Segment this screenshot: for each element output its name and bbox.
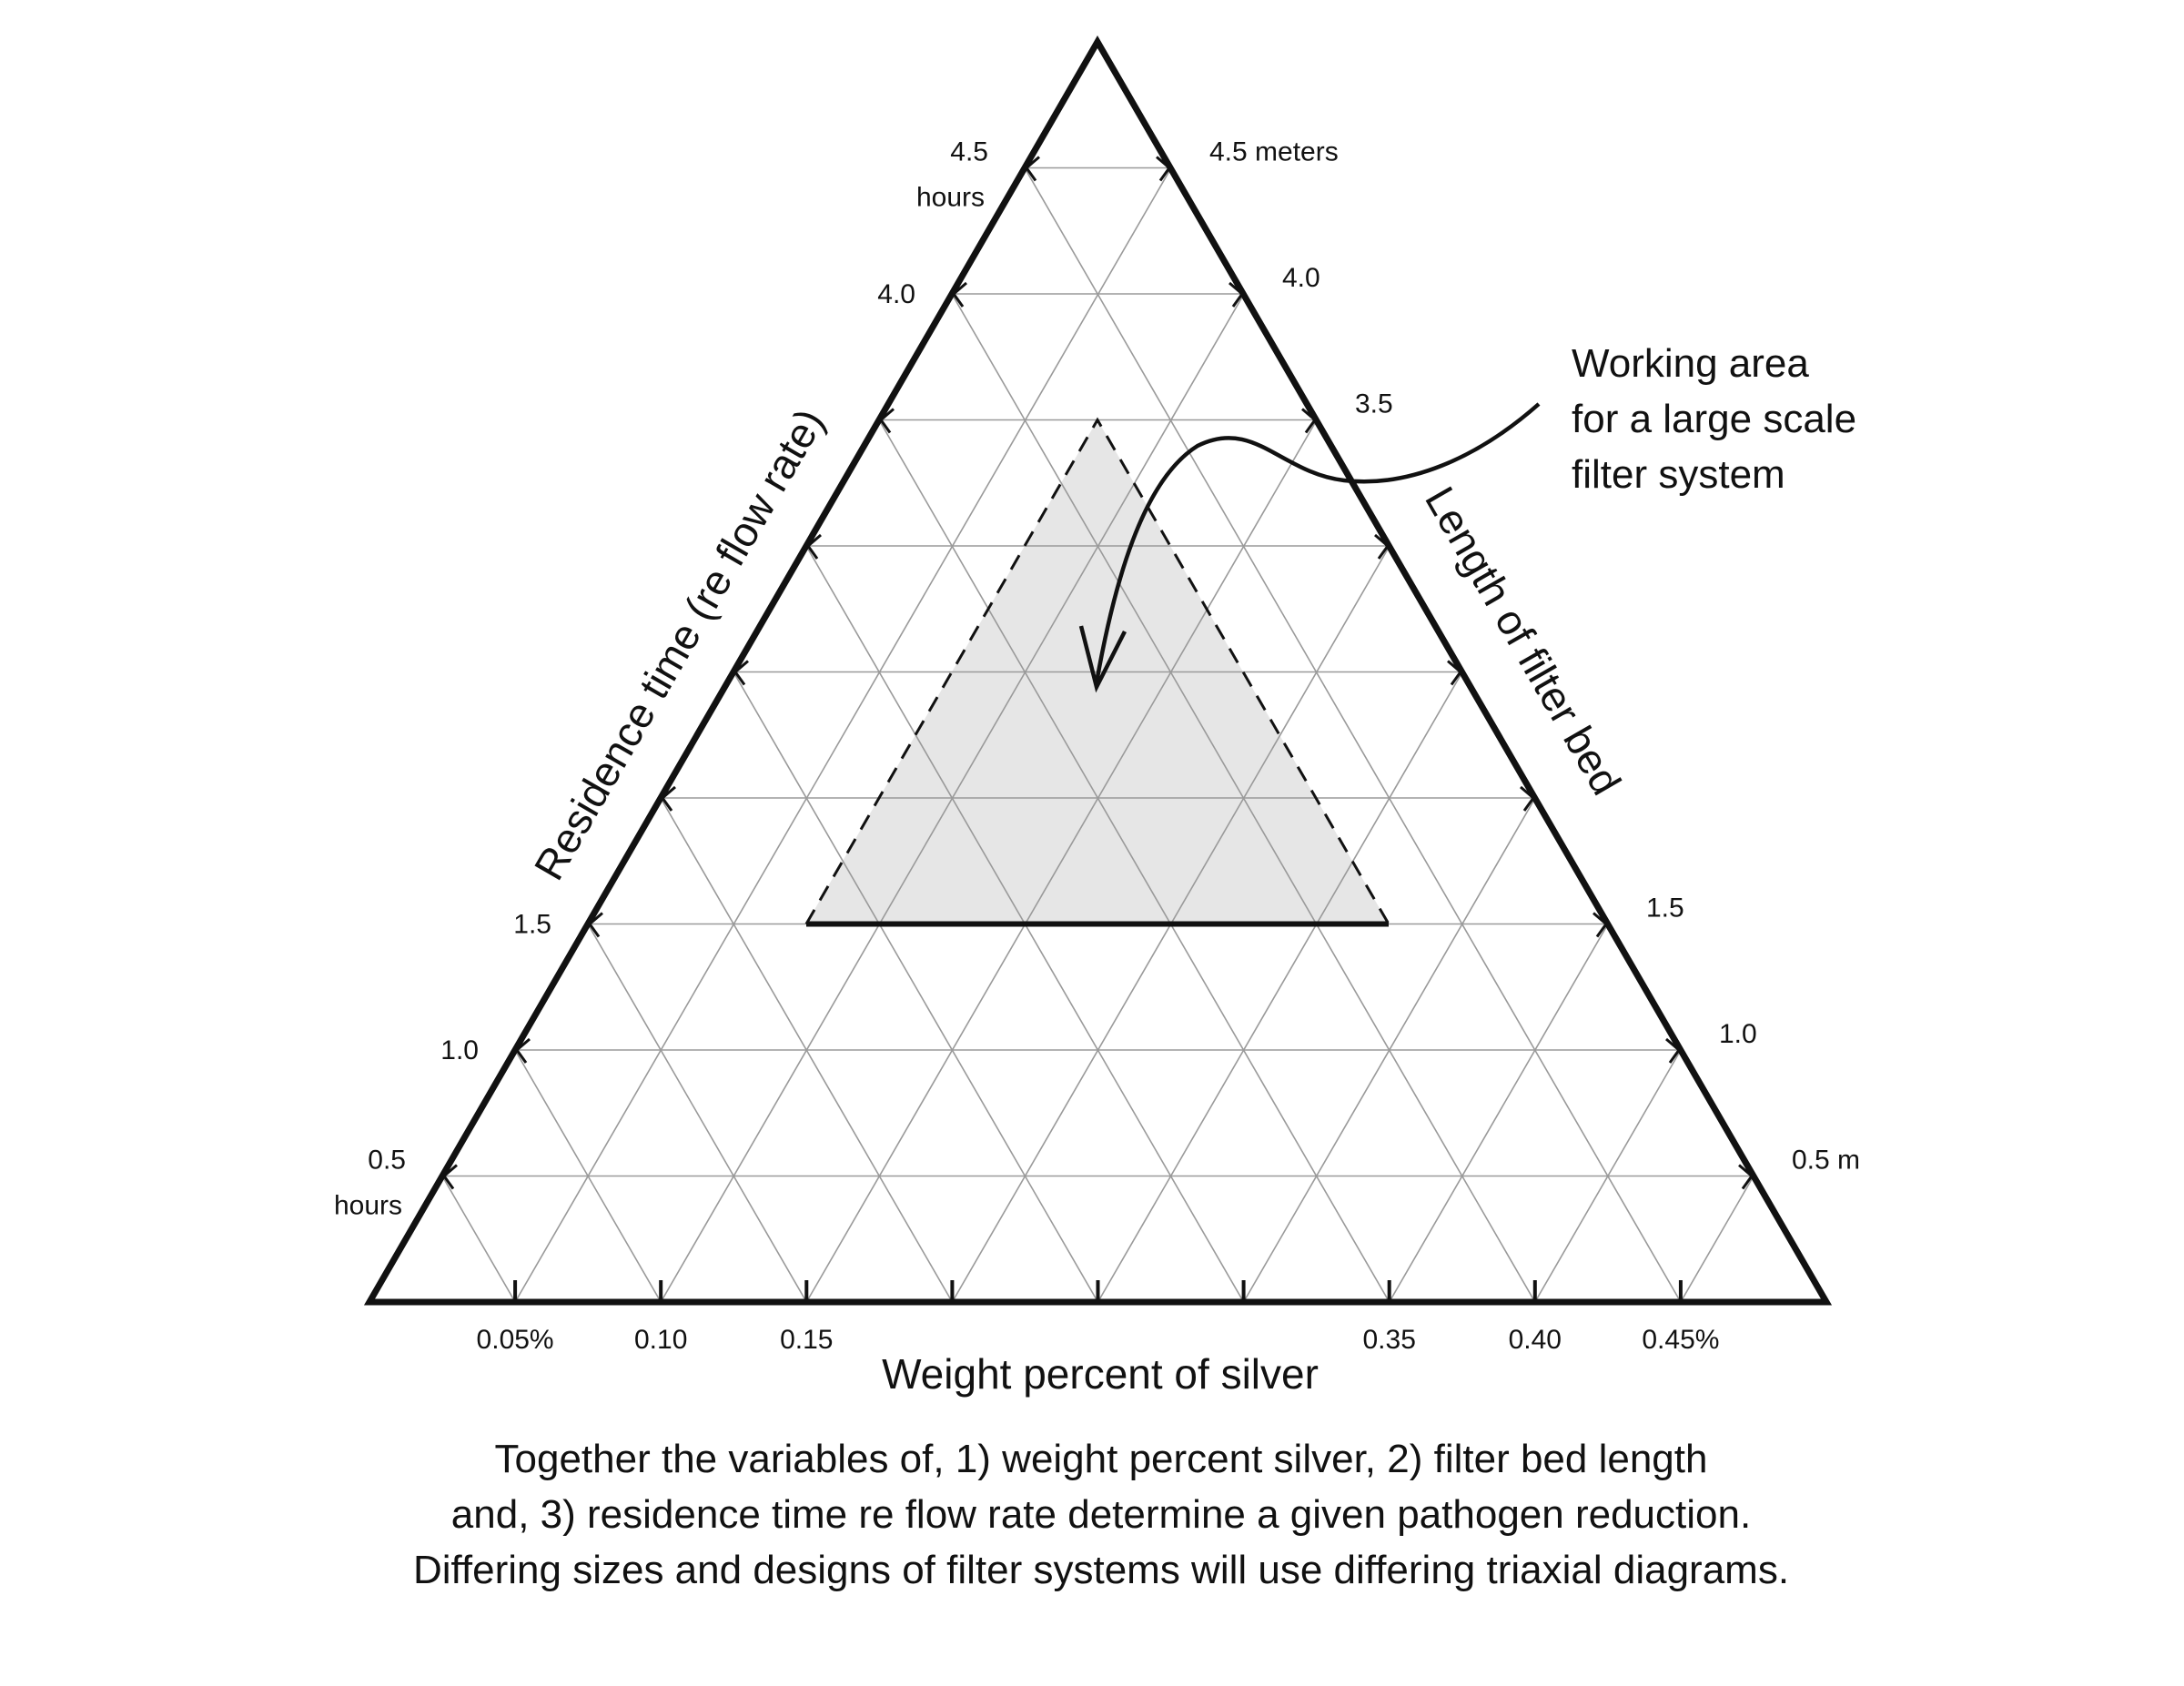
- caption-line-1: Together the variables of, 1) weight per…: [495, 1437, 1708, 1481]
- bottom-tick-label: 0.15: [780, 1325, 833, 1355]
- right-tick-label: 4.5 meters: [1209, 137, 1339, 167]
- grid-line-falling: [587, 924, 807, 1303]
- triangle-outline: [363, 35, 1833, 1306]
- grid-line-rising: [1097, 671, 1463, 1303]
- left-tick-unit: hours: [916, 183, 985, 213]
- triangle-frame: [363, 35, 1833, 1306]
- grid-line-rising: [1680, 1176, 1754, 1303]
- bottom-tick-label: 0.40: [1509, 1325, 1562, 1355]
- left-tick-label: 1.5: [513, 910, 551, 940]
- right-tick-label: 3.5: [1355, 389, 1393, 419]
- left-tick-label: 4.5: [950, 137, 988, 167]
- grid-line-rising: [1389, 924, 1609, 1303]
- working-area-dashed-edges: [804, 417, 1390, 925]
- right-tick-label: 1.5: [1646, 893, 1684, 924]
- grid-line-falling: [951, 293, 1536, 1303]
- bottom-tick-label: 0.10: [634, 1325, 687, 1355]
- right-tick-label: 4.0: [1282, 263, 1320, 293]
- caption-line-2: and, 3) residence time re flow rate dete…: [451, 1492, 1751, 1537]
- left-tick-label: 1.0: [440, 1035, 479, 1065]
- callout-line-2: for a large scale: [1572, 397, 1856, 441]
- callout-line-1: Working area: [1572, 341, 1809, 386]
- right-tick-label: 1.0: [1719, 1019, 1757, 1049]
- left-tick-unit: hours: [334, 1191, 402, 1221]
- left-tick-label: 0.5: [368, 1146, 406, 1176]
- bottom-tick-label: 0.45%: [1642, 1325, 1719, 1355]
- grid-line-falling: [1024, 167, 1682, 1303]
- grid-line-falling: [514, 1049, 662, 1303]
- right-tick-label: 0.5 m: [1792, 1146, 1860, 1176]
- grid-line-falling: [660, 797, 954, 1303]
- callout-arrowhead-icon: [1078, 625, 1127, 693]
- bottom-axis-title: Weight percent of silver: [882, 1350, 1319, 1398]
- grid-line-falling: [441, 1176, 516, 1303]
- grid-line-falling: [733, 671, 1099, 1303]
- bottom-tick-label: 0.05%: [477, 1325, 554, 1355]
- tick-labels: 0.5 hours 1.0 1.5 4.0 4.5 hours 0.5 m 1.0 1.5 3.5 4…: [334, 137, 1860, 1356]
- grid-line-falling: [878, 419, 1390, 1303]
- callout-line-3: filter system: [1572, 452, 1785, 497]
- left-axis-title: Residence time (re flow rate): [525, 400, 834, 887]
- caption-line-3: Differing sizes and designs of filter sy…: [413, 1548, 1789, 1592]
- bottom-tick-label: 0.35: [1363, 1325, 1416, 1355]
- left-tick-label: 4.0: [877, 279, 915, 309]
- callout-arrow: [1094, 402, 1541, 683]
- grid-line-rising: [514, 167, 1172, 1303]
- right-axis-title: Length of filter bed: [1416, 479, 1631, 803]
- grid-line-rising: [805, 419, 1318, 1303]
